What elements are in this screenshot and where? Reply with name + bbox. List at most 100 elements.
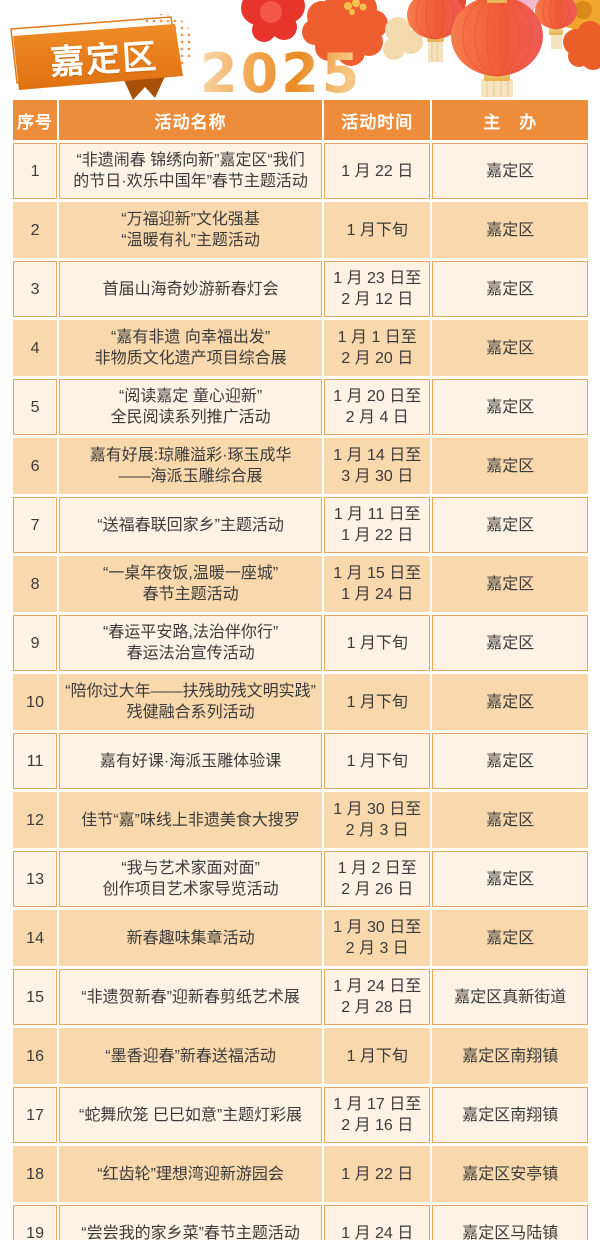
table-row: 10 “陪你过大年——扶残助残文明实践” 残健融合系列活动 1 月下旬 嘉定区 [13, 674, 588, 730]
activity-time-cell: 1 月 20 日至 2 月 4 日 [324, 379, 431, 435]
table-row: 11 嘉有好课·海派玉雕体验课 1 月下旬 嘉定区 [13, 733, 588, 789]
table-row: 13 “我与艺术家面对面” 创作项目艺术家导览活动 1 月 2 日至 2 月 26 … [13, 851, 588, 907]
activity-name-cell: 首届山海奇妙游新春灯会 [59, 261, 323, 317]
table-row: 17 “蛇舞欣笼 巳巳如意”主题灯彩展 1 月 17 日至 2 月 16 日嘉定区南… [13, 1087, 588, 1143]
row-number-cell: 15 [13, 969, 58, 1025]
row-number-cell: 11 [13, 733, 58, 789]
activity-name-cell: “我与艺术家面对面” 创作项目艺术家导览活动 [59, 851, 323, 907]
activity-time-cell: 1 月 24 日 [324, 1205, 431, 1240]
organizer-cell: 嘉定区 [432, 556, 588, 612]
activity-time-cell: 1 月 24 日至 2 月 28 日 [324, 969, 431, 1025]
table-header-row: 序号 活动名称 活动时间 主 办 [13, 100, 588, 140]
organizer-cell: 嘉定区 [432, 733, 588, 789]
activity-time-cell: 1 月 15 日至 1 月 24 日 [324, 556, 431, 612]
organizer-cell: 嘉定区 [432, 202, 588, 258]
organizer-cell: 嘉定区 [432, 379, 588, 435]
organizer-cell: 嘉定区真新街道 [432, 969, 588, 1025]
activity-name-cell: “非遗闹春 锦绣向新”嘉定区“我们 的节日·欢乐中国年”春节主题活动 [59, 143, 323, 199]
table-row: 3 首届山海奇妙游新春灯会 1 月 23 日至 2 月 12 日嘉定区 [13, 261, 588, 317]
activity-name-cell: “送福春联回家乡”主题活动 [59, 497, 323, 553]
organizer-cell: 嘉定区安亭镇 [432, 1146, 588, 1202]
col-header-organizer: 主 办 [432, 100, 588, 140]
table-row: 6 嘉有好展:琼雕溢彩·琢玉成华 ——海派玉雕综合展 1 月 14 日至 3 月 3… [13, 438, 588, 494]
activity-name-cell: 新春趣味集章活动 [59, 910, 323, 966]
organizer-cell: 嘉定区 [432, 851, 588, 907]
table-row: 16 “墨香迎春”新春送福活动 1 月下旬 嘉定区南翔镇 [13, 1028, 588, 1084]
activity-time-cell: 1 月 2 日至 2 月 26 日 [324, 851, 431, 907]
row-number-cell: 3 [13, 261, 58, 317]
activity-time-cell: 1 月 1 日至 2 月 20 日 [324, 320, 431, 376]
table-row: 19 “尝尝我的家乡菜”春节主题活动 1 月 24 日嘉定区马陆镇 [13, 1205, 588, 1240]
activity-time-cell: 1 月 22 日 [324, 1146, 431, 1202]
ribbon-shape [10, 14, 193, 100]
row-number-cell: 7 [13, 497, 58, 553]
activity-name-cell: “墨香迎春”新春送福活动 [59, 1028, 323, 1084]
organizer-cell: 嘉定区 [432, 143, 588, 199]
organizer-cell: 嘉定区 [432, 497, 588, 553]
row-number-cell: 4 [13, 320, 58, 376]
table-row: 1 “非遗闹春 锦绣向新”嘉定区“我们 的节日·欢乐中国年”春节主题活动 1 月 2… [13, 143, 588, 199]
table-row: 7 “送福春联回家乡”主题活动 1 月 11 日至 1 月 22 日嘉定区 [13, 497, 588, 553]
col-header-activity-name: 活动名称 [59, 100, 323, 140]
activity-name-cell: “尝尝我的家乡菜”春节主题活动 [59, 1205, 323, 1240]
table-row: 8 “一桌年夜饭,温暖一座城” 春节主题活动 1 月 15 日至 1 月 24 日嘉… [13, 556, 588, 612]
table-row: 9 “春运平安路,法治伴你行” 春运法治宣传活动 1 月下旬 嘉定区 [13, 615, 588, 671]
row-number-cell: 10 [13, 674, 58, 730]
table-row: 12 佳节“嘉”味线上非遗美食大搜罗 1 月 30 日至 2 月 3 日嘉定区 [13, 792, 588, 848]
activity-time-cell: 1 月 30 日至 2 月 3 日 [324, 910, 431, 966]
activity-time-cell: 1 月 11 日至 1 月 22 日 [324, 497, 431, 553]
organizer-cell: 嘉定区马陆镇 [432, 1205, 588, 1240]
activity-name-cell: 嘉有好课·海派玉雕体验课 [59, 733, 323, 789]
organizer-cell: 嘉定区 [432, 615, 588, 671]
activity-time-cell: 1 月下旬 [324, 674, 431, 730]
activity-name-cell: “非遗贺新春”迎新春剪纸艺术展 [59, 969, 323, 1025]
district-banner: 嘉定区 [5, 12, 205, 107]
row-number-cell: 9 [13, 615, 58, 671]
col-header-activity-time: 活动时间 [324, 100, 431, 140]
row-number-cell: 2 [13, 202, 58, 258]
activity-time-cell: 1 月下旬 [324, 733, 431, 789]
activity-time-cell: 1 月 23 日至 2 月 12 日 [324, 261, 431, 317]
activity-name-cell: “嘉有非遗 向幸福出发” 非物质文化遗产项目综合展 [59, 320, 323, 376]
row-number-cell: 6 [13, 438, 58, 494]
row-number-cell: 19 [13, 1205, 58, 1240]
col-header-number: 序号 [13, 100, 58, 140]
activity-time-cell: 1 月 14 日至 3 月 30 日 [324, 438, 431, 494]
row-number-cell: 12 [13, 792, 58, 848]
activity-table-body: 1 “非遗闹春 锦绣向新”嘉定区“我们 的节日·欢乐中国年”春节主题活动 1 月 2… [13, 143, 588, 1240]
organizer-cell: 嘉定区南翔镇 [432, 1028, 588, 1084]
activity-name-cell: “万福迎新”文化强基 “温暖有礼”主题活动 [59, 202, 323, 258]
activity-name-cell: “红齿轮”理想湾迎新游园会 [59, 1146, 323, 1202]
organizer-cell: 嘉定区 [432, 261, 588, 317]
organizer-cell: 嘉定区 [432, 674, 588, 730]
activities-table: 序号 活动名称 活动时间 主 办 1 “非遗闹春 锦绣向新”嘉定区“我们 的节日·… [11, 97, 590, 1240]
activity-time-cell: 1 月 30 日至 2 月 3 日 [324, 792, 431, 848]
row-number-cell: 13 [13, 851, 58, 907]
table-row: 2 “万福迎新”文化强基 “温暖有礼”主题活动 1 月下旬 嘉定区 [13, 202, 588, 258]
organizer-cell: 嘉定区 [432, 910, 588, 966]
activity-name-cell: “春运平安路,法治伴你行” 春运法治宣传活动 [59, 615, 323, 671]
activity-time-cell: 1 月下旬 [324, 1028, 431, 1084]
row-number-cell: 5 [13, 379, 58, 435]
organizer-cell: 嘉定区南翔镇 [432, 1087, 588, 1143]
activity-time-cell: 1 月下旬 [324, 202, 431, 258]
activity-time-cell: 1 月 17 日至 2 月 16 日 [324, 1087, 431, 1143]
district-title: 嘉定区 [49, 37, 160, 83]
activity-name-cell: 佳节“嘉”味线上非遗美食大搜罗 [59, 792, 323, 848]
row-number-cell: 17 [13, 1087, 58, 1143]
organizer-cell: 嘉定区 [432, 792, 588, 848]
activity-name-cell: 嘉有好展:琼雕溢彩·琢玉成华 ——海派玉雕综合展 [59, 438, 323, 494]
organizer-cell: 嘉定区 [432, 320, 588, 376]
organizer-cell: 嘉定区 [432, 438, 588, 494]
table-row: 18 “红齿轮”理想湾迎新游园会 1 月 22 日嘉定区安亭镇 [13, 1146, 588, 1202]
row-number-cell: 8 [13, 556, 58, 612]
row-number-cell: 18 [13, 1146, 58, 1202]
table-row: 14 新春趣味集章活动 1 月 30 日至 2 月 3 日嘉定区 [13, 910, 588, 966]
table-row: 4 “嘉有非遗 向幸福出发” 非物质文化遗产项目综合展 1 月 1 日至 2 月 2… [13, 320, 588, 376]
activity-name-cell: “一桌年夜饭,温暖一座城” 春节主题活动 [59, 556, 323, 612]
activity-time-cell: 1 月下旬 [324, 615, 431, 671]
activity-name-cell: “阅读嘉定 童心迎新” 全民阅读系列推广活动 [59, 379, 323, 435]
row-number-cell: 14 [13, 910, 58, 966]
